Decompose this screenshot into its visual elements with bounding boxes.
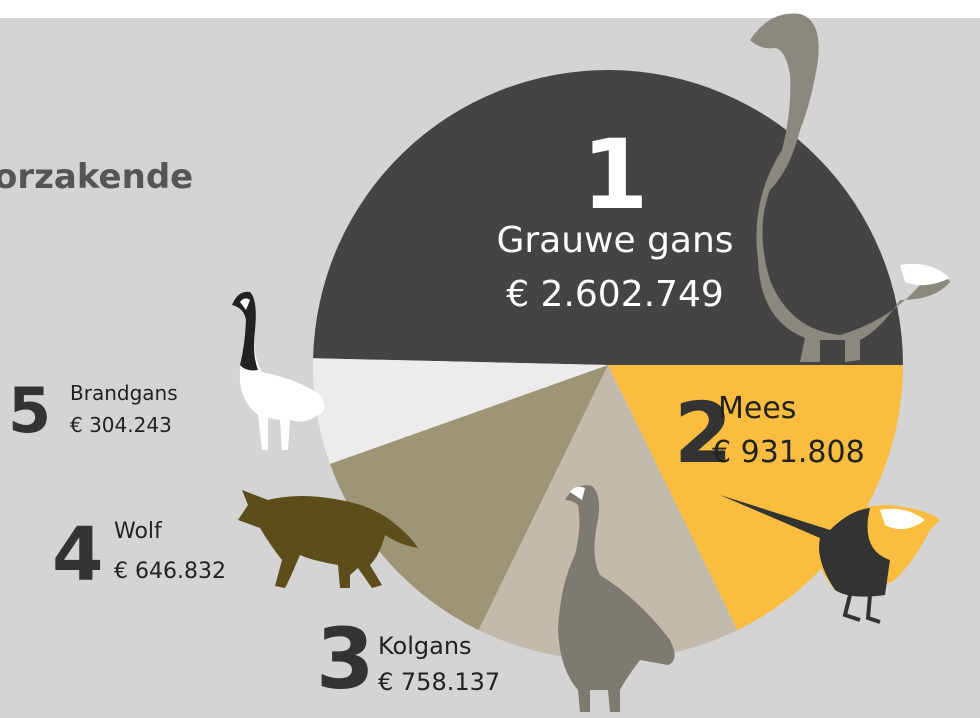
value-label: € 646.832 [114,559,226,584]
pie [313,70,904,661]
title: orzakende [0,157,193,197]
category-label: Brandgans [70,381,178,405]
value-label: € 931.808 [712,435,865,470]
rank-label: 3 [316,610,374,708]
pie-slice [608,365,903,631]
pie-slice [313,358,608,464]
pie-slice [478,365,738,661]
barnacle-goose [232,291,325,450]
category-label: Mees [718,391,796,426]
category-label: Wolf [114,519,163,544]
grey-goose [750,13,950,362]
rank-label: 1 [582,119,649,231]
value-label: € 2.602.749 [506,274,724,315]
rank-label: 5 [8,374,51,447]
great-tit [720,495,940,624]
category-label: Grauwe gans [496,220,733,261]
pie-slice [313,70,904,366]
rank-label: 4 [52,512,104,598]
wolf [238,490,418,588]
value-label: € 758.137 [378,668,500,696]
white-fronted-goose [558,485,675,712]
value-label: € 304.243 [70,413,172,437]
rank-label: 2 [674,384,732,482]
category-label: Kolgans [378,632,472,660]
pie-slice [330,365,608,631]
